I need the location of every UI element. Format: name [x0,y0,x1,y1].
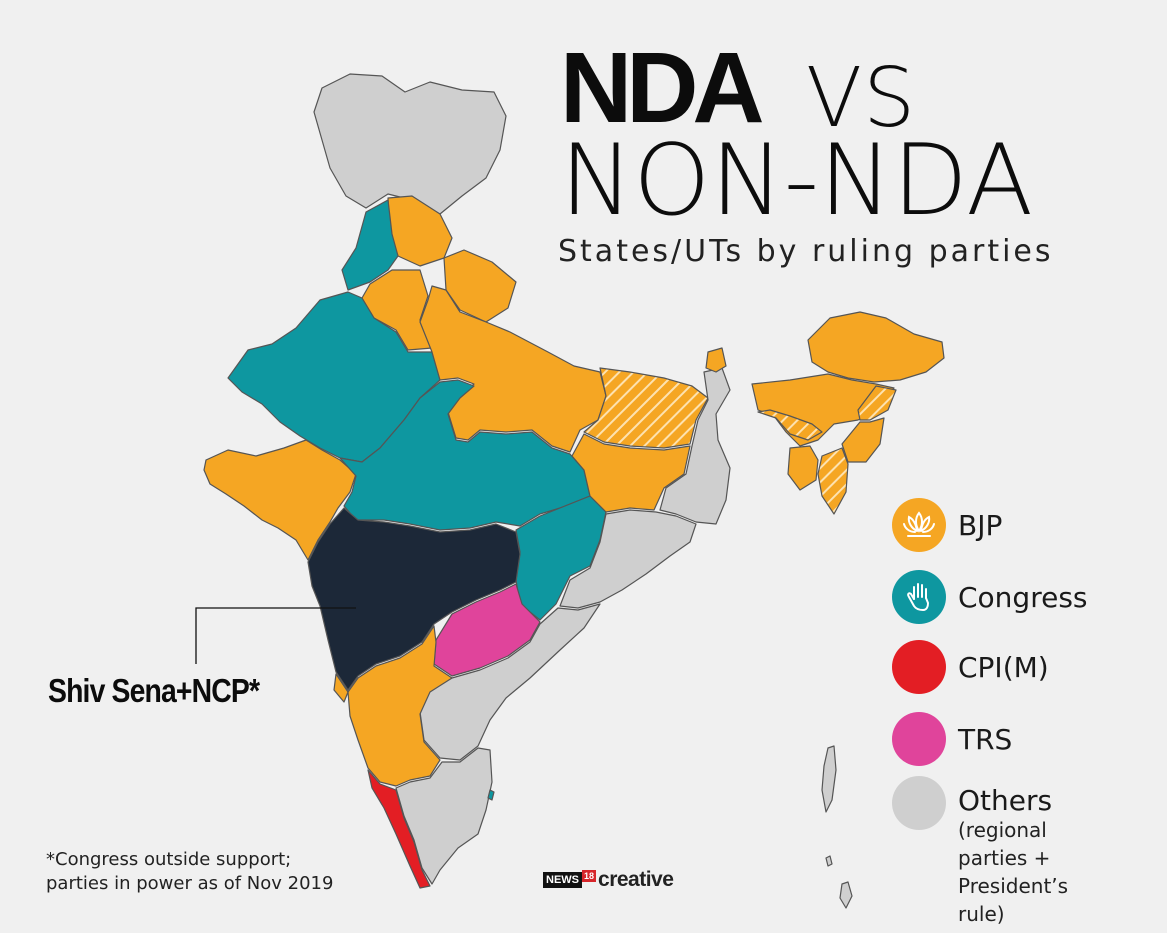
legend-others-note: (regional parties + President’s rule) [958,816,1068,928]
region-sikkim [705,347,727,373]
legend-label-others: Others [958,783,1053,817]
region-manipur [841,417,885,463]
cpim-swatch [892,640,946,694]
region-uttar-pradesh [419,285,607,453]
legend-others-note-line1: (regional parties + [958,818,1051,870]
region-arunachal [807,311,945,383]
legend-item-others: Others [892,776,1052,830]
region-mizoram [817,447,849,515]
footnote-line1: *Congress outside support; [46,849,292,870]
title-nda: NDA [560,32,765,144]
hand-icon [892,570,946,624]
region-nicobar [839,881,853,909]
callout-leader-line [195,607,356,664]
region-west-bengal [659,367,731,525]
title-vs: VS [806,51,917,146]
footnote: *Congress outside support; parties in po… [46,848,333,896]
region-tripura [787,445,819,491]
region-goa [333,673,349,703]
brand-logo: NEWS 18 creative [543,868,674,892]
legend-item-bjp: BJP [892,498,1002,552]
region-andhra [419,603,601,761]
lotus-icon [892,498,946,552]
title-non-nda: NON-NDA [560,124,1034,238]
region-kerala [367,769,431,889]
region-madhya-pradesh [339,379,591,531]
region-jharkhand [571,433,691,513]
region-karnataka [347,625,453,787]
trs-swatch [892,712,946,766]
region-maharashtra [307,507,521,691]
legend-others-note-line2: President’s rule) [958,874,1069,926]
region-punjab [341,199,399,291]
legend-label-bjp: BJP [958,508,1003,542]
region-nicobar-small [825,855,833,867]
brand-news: NEWS [543,872,582,888]
callout-shivsena-ncp: Shiv Sena+NCP* [48,672,260,709]
region-odisha [559,509,697,609]
legend-item-trs: TRS [892,712,1012,766]
brand-18: 18 [582,870,597,882]
others-swatch [892,776,946,830]
legend-label-trs: TRS [958,722,1013,756]
brand-creative: creative [598,868,674,891]
region-jammu-kashmir [313,73,507,215]
footnote-line2: parties in power as of Nov 2019 [46,873,334,894]
region-puducherry [487,789,495,801]
region-gujarat [203,439,357,561]
legend-label-cpim: CPI(M) [958,650,1049,684]
region-nagaland [857,385,897,421]
subtitle: States/UTs by ruling parties [558,234,1054,269]
region-andaman [821,745,837,813]
legend-item-cpim: CPI(M) [892,640,1049,694]
region-meghalaya [757,409,823,441]
legend-label-congress: Congress [958,580,1088,614]
legend-item-congress: Congress [892,570,1088,624]
region-bihar [583,367,709,449]
